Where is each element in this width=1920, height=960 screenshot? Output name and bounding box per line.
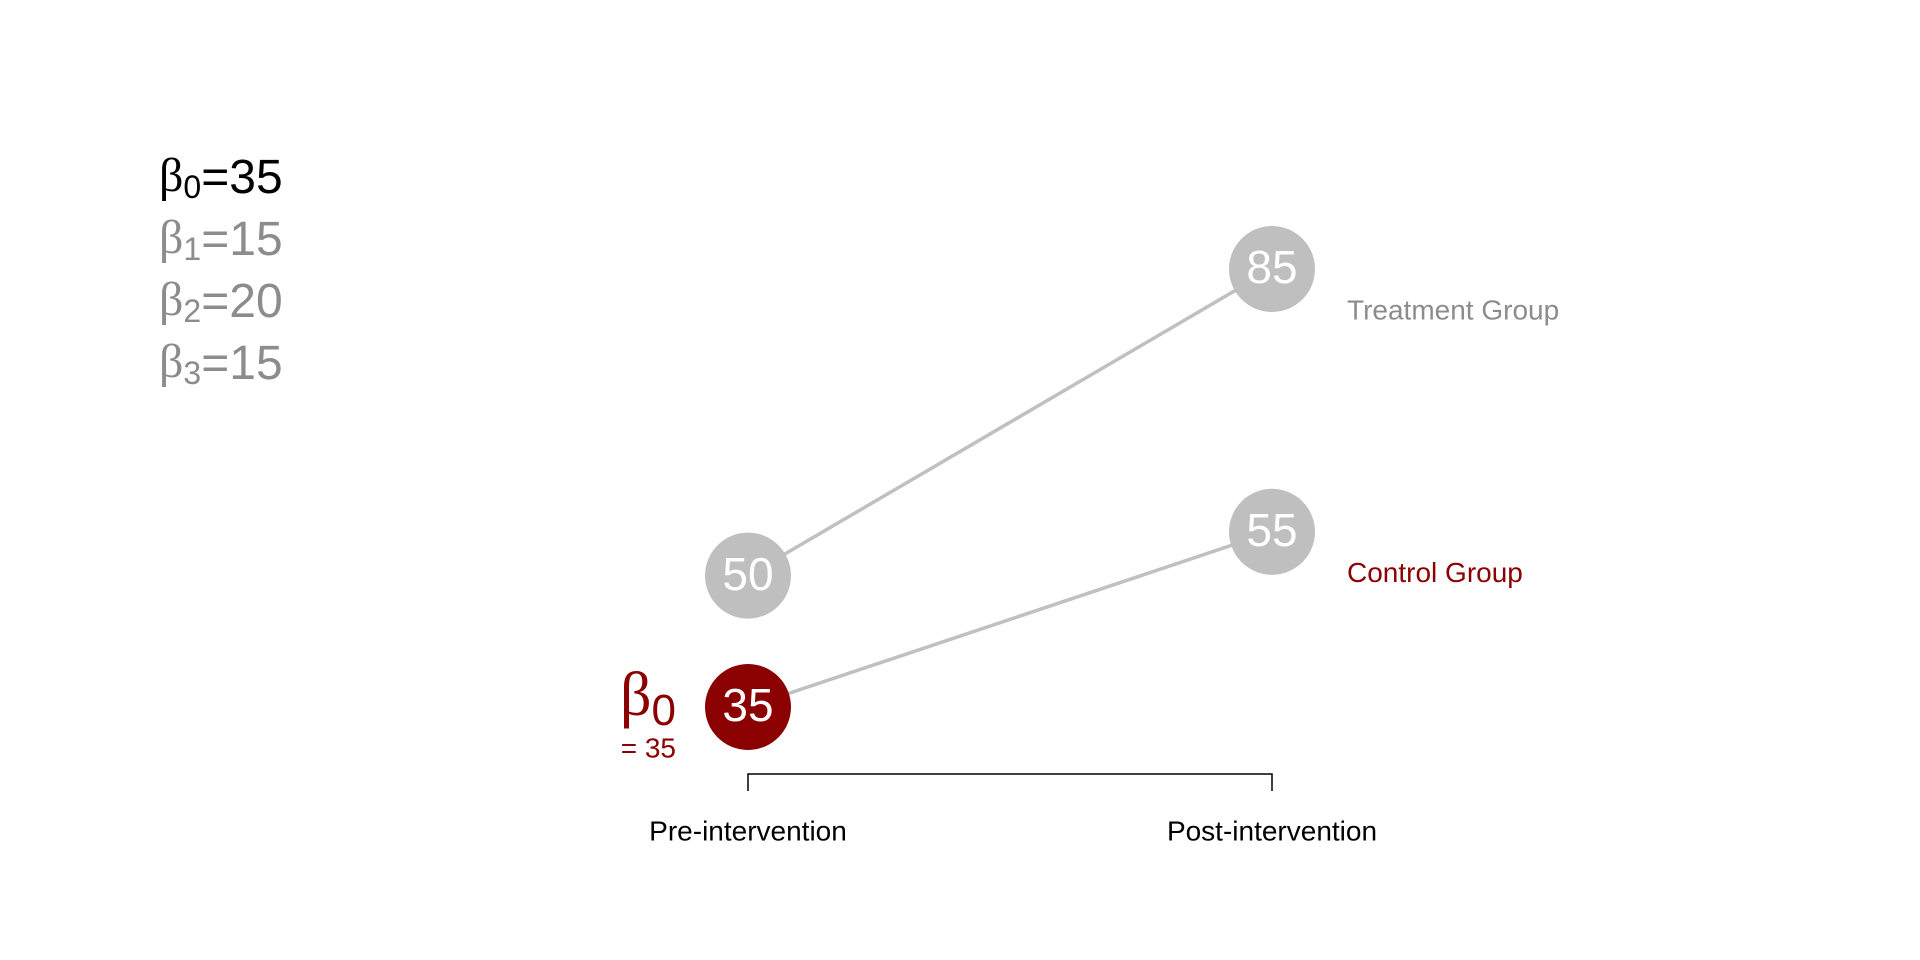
point-label: 55 <box>1246 504 1297 556</box>
point-label: 50 <box>722 548 773 600</box>
point <box>1229 488 1315 575</box>
x-tick-label: Pre-intervention <box>649 815 847 846</box>
coefficient-subscript: 2 <box>183 293 201 329</box>
annotation-symbol: β <box>620 661 652 729</box>
coefficient-text: =15 <box>201 213 282 266</box>
point-label: 35 <box>722 679 773 731</box>
point <box>705 664 791 750</box>
point <box>1229 226 1315 312</box>
coefficient-subscript: 3 <box>183 355 201 391</box>
x-axis-bracket <box>747 773 1273 791</box>
annotation: β0 <box>620 661 676 734</box>
coefficient-text: =15 <box>201 337 282 390</box>
series-line <box>747 267 1273 578</box>
coefficient-text: =35 <box>201 151 282 204</box>
coefficient: β1=15 <box>159 211 283 267</box>
coefficient-symbol: β <box>159 211 183 264</box>
coefficient-text: =20 <box>201 275 282 328</box>
series-label: Treatment Group <box>1347 294 1559 325</box>
annotation-text: = 35 <box>621 732 676 763</box>
series-line <box>747 530 1273 709</box>
coefficient: β0=35 <box>159 149 283 205</box>
series-label: Control Group <box>1347 557 1523 588</box>
coefficient-subscript: 1 <box>183 231 201 267</box>
coefficient: β2=20 <box>159 273 283 329</box>
point <box>705 532 791 619</box>
point-label: 85 <box>1246 241 1297 293</box>
x-tick-label: Post-intervention <box>1167 815 1377 846</box>
coefficient-symbol: β <box>159 273 183 326</box>
coefficient-symbol: β <box>159 149 183 202</box>
coefficient-subscript: 0 <box>183 169 201 205</box>
annotation-subscript: 0 <box>652 686 676 735</box>
coefficient: β3=15 <box>159 335 283 391</box>
coefficient-symbol: β <box>159 335 183 388</box>
